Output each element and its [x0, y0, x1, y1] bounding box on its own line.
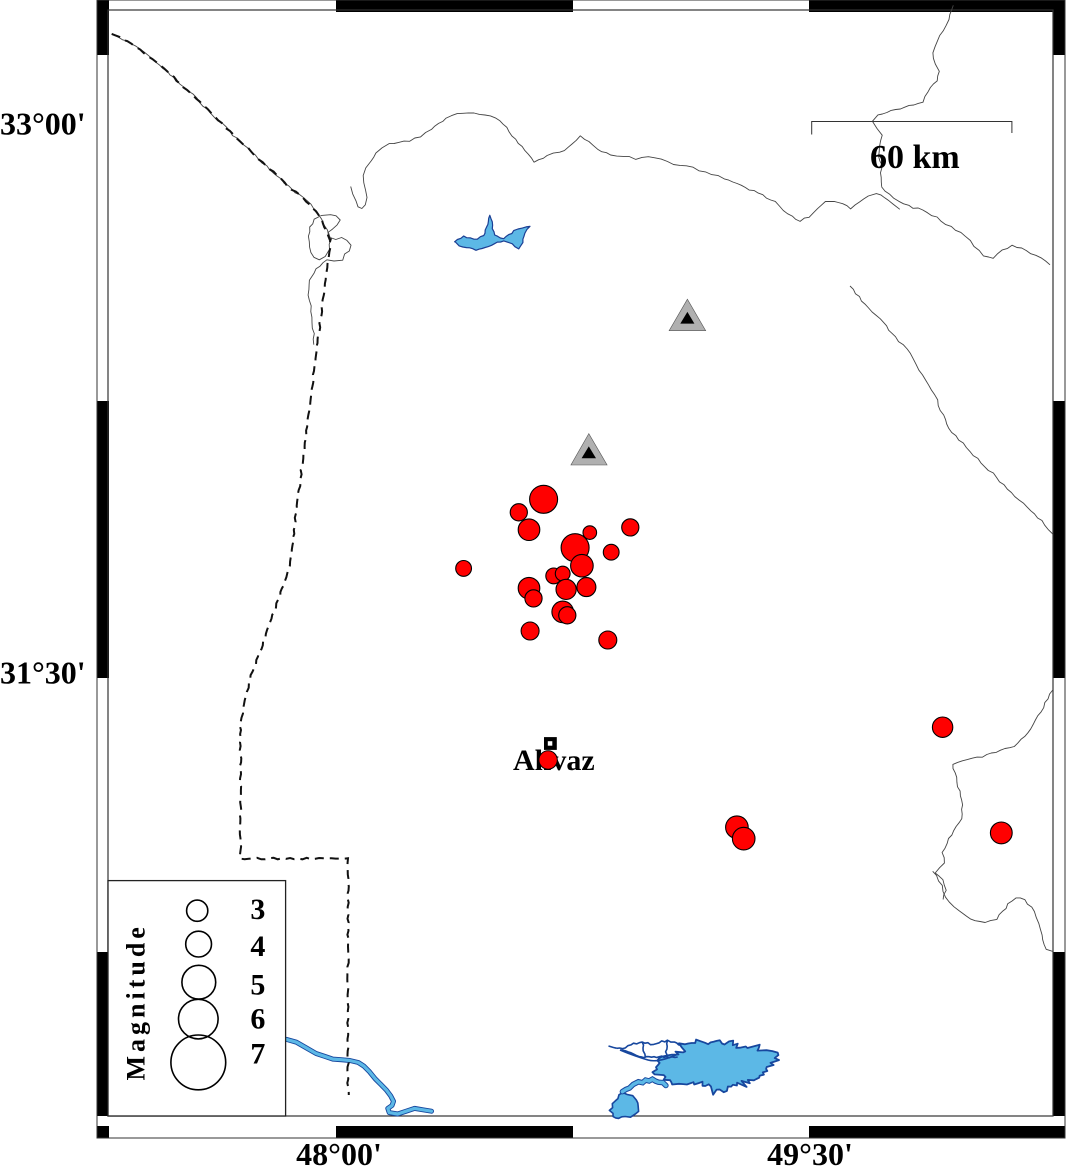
svg-text:Magnitude: Magnitude: [121, 923, 150, 1080]
svg-text:5: 5: [250, 969, 265, 1002]
svg-text:49°30': 49°30': [767, 1136, 853, 1166]
svg-text:33°00': 33°00': [0, 105, 86, 141]
svg-text:7: 7: [250, 1038, 265, 1071]
svg-text:3: 3: [250, 893, 265, 926]
svg-text:4: 4: [250, 930, 265, 963]
svg-text:48°00': 48°00': [296, 1136, 382, 1166]
svg-text:31°30': 31°30': [0, 654, 86, 690]
svg-text:60 km: 60 km: [870, 139, 960, 176]
svg-text:6: 6: [250, 1003, 265, 1036]
